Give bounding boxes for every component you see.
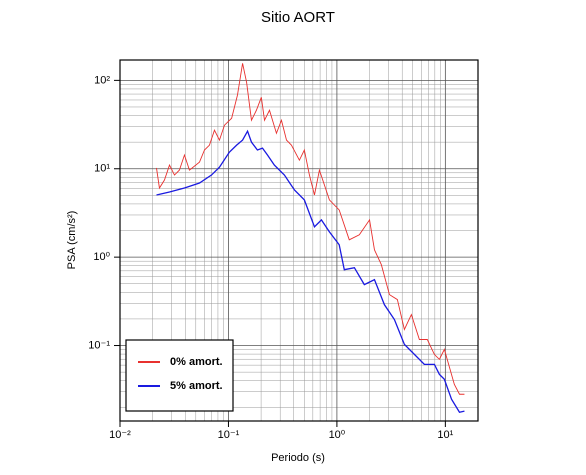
- y-tick-label: 10⁰: [93, 251, 110, 263]
- series-line: [156, 129, 465, 413]
- y-tick-label: 10²: [94, 74, 110, 86]
- x-tick-label: 10⁻¹: [218, 429, 240, 441]
- x-tick-label: 10⁻²: [109, 429, 131, 441]
- x-tick-label: 10¹: [437, 429, 453, 441]
- y-tick-label: 10¹: [94, 163, 110, 175]
- series-line: [156, 63, 465, 395]
- x-tick-label: 10⁰: [329, 429, 346, 441]
- legend-label: 0% amort.: [170, 356, 223, 368]
- chart-title: Sitio AORT: [261, 9, 335, 26]
- legend-label: 5% amort.: [170, 380, 223, 392]
- legend-box: [125, 339, 234, 412]
- plot-frame: [119, 59, 479, 422]
- y-axis-label: PSA (cm/s²): [66, 211, 78, 270]
- x-axis-label: Periodo (s): [271, 452, 325, 464]
- y-tick-label: 10⁻¹: [88, 339, 110, 351]
